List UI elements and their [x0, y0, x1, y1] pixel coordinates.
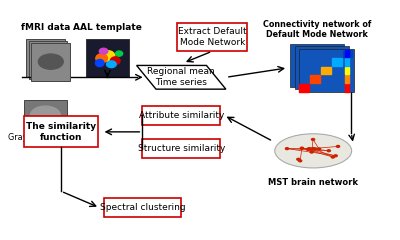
Text: fMRI data: fMRI data	[21, 23, 70, 32]
Circle shape	[311, 148, 314, 150]
Bar	[299, 49, 354, 91]
Circle shape	[30, 106, 60, 124]
Ellipse shape	[106, 61, 116, 68]
Circle shape	[300, 147, 304, 149]
Bar	[346, 75, 348, 83]
Ellipse shape	[110, 57, 120, 65]
Text: Structure similarity: Structure similarity	[138, 144, 225, 153]
Circle shape	[298, 160, 302, 162]
Text: Regional mean
Time series: Regional mean Time series	[147, 67, 215, 87]
Circle shape	[308, 148, 311, 150]
Bar	[346, 67, 348, 74]
Text: Gray matter mask: Gray matter mask	[8, 133, 82, 142]
Circle shape	[312, 138, 315, 140]
Bar	[294, 47, 349, 89]
Bar	[142, 139, 220, 158]
Bar	[346, 58, 348, 66]
Bar	[321, 67, 331, 74]
Text: Connectivity network of
Default Mode Network: Connectivity network of Default Mode Net…	[263, 20, 371, 39]
Bar	[346, 50, 348, 57]
Bar	[290, 44, 344, 87]
Circle shape	[38, 54, 63, 69]
Circle shape	[318, 148, 320, 150]
Bar	[343, 50, 352, 57]
Circle shape	[306, 149, 310, 150]
Bar	[310, 75, 320, 83]
Text: Extract Default
Mode Network: Extract Default Mode Network	[178, 27, 246, 47]
Bar	[142, 106, 220, 125]
Bar	[104, 198, 181, 217]
Circle shape	[327, 150, 330, 152]
Bar	[86, 39, 129, 77]
Ellipse shape	[96, 60, 104, 67]
Circle shape	[297, 158, 300, 160]
Bar	[31, 43, 70, 81]
Ellipse shape	[116, 51, 123, 56]
Ellipse shape	[96, 54, 108, 63]
Text: AAL template: AAL template	[73, 23, 142, 32]
Bar	[177, 23, 247, 51]
Circle shape	[336, 145, 340, 147]
Circle shape	[334, 155, 337, 157]
Bar	[332, 58, 342, 66]
Ellipse shape	[100, 51, 115, 61]
Circle shape	[314, 148, 317, 150]
Circle shape	[331, 156, 334, 158]
Bar	[24, 100, 67, 131]
Bar	[299, 84, 309, 91]
Bar	[29, 41, 68, 79]
Text: The similarity
function: The similarity function	[26, 122, 96, 142]
Ellipse shape	[99, 48, 108, 54]
Bar	[24, 116, 98, 147]
Text: MST brain network: MST brain network	[268, 179, 358, 187]
Bar	[26, 39, 65, 77]
Polygon shape	[136, 66, 226, 89]
Bar	[346, 84, 348, 91]
Text: Spectral clustering: Spectral clustering	[100, 203, 185, 212]
Ellipse shape	[275, 134, 352, 168]
Circle shape	[310, 151, 313, 153]
Text: Attribute similarity: Attribute similarity	[138, 111, 224, 120]
Circle shape	[286, 148, 288, 150]
